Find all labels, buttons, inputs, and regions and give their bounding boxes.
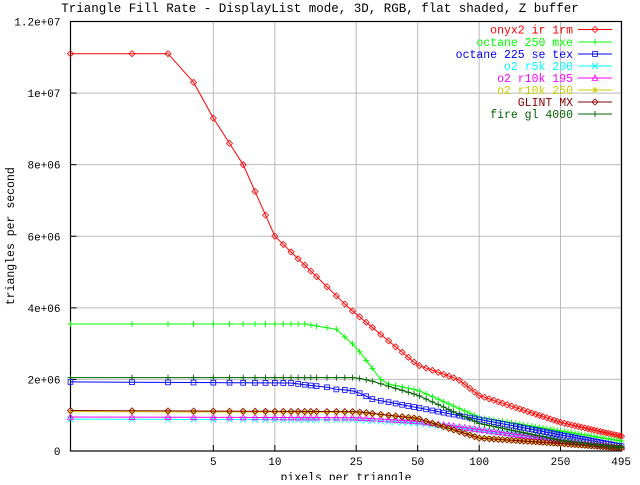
svg-text:pixels per triangle: pixels per triangle [280,472,411,480]
svg-text:50: 50 [411,457,424,469]
svg-text:495: 495 [611,457,631,469]
svg-text:onyx2 ir 1rm: onyx2 ir 1rm [490,25,573,38]
svg-text:0: 0 [54,447,61,459]
svg-text:10: 10 [268,457,281,469]
svg-text:4e+06: 4e+06 [27,304,60,316]
svg-text:6e+06: 6e+06 [27,232,60,244]
svg-text:fire gl 4000: fire gl 4000 [490,109,573,122]
svg-text:1.2e+07: 1.2e+07 [14,18,60,30]
svg-text:Triangle Fill Rate - DisplayLi: Triangle Fill Rate - DisplayList mode, 3… [61,2,579,16]
svg-text:5: 5 [210,457,217,469]
svg-text:2e+06: 2e+06 [27,375,60,387]
svg-text:250: 250 [551,457,571,469]
svg-text:100: 100 [469,457,489,469]
svg-text:25: 25 [350,457,363,469]
svg-text:8e+06: 8e+06 [27,161,60,173]
svg-text:1e+07: 1e+07 [27,89,60,101]
svg-text:triangles per second: triangles per second [5,167,18,305]
